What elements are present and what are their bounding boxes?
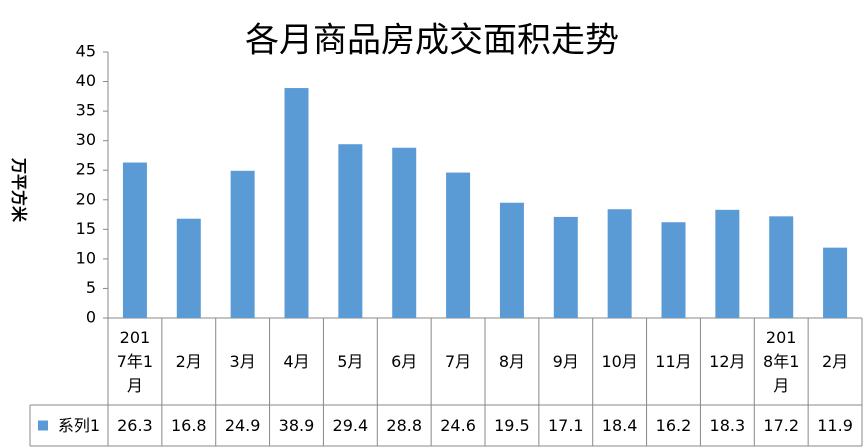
table-value: 24.6: [431, 405, 485, 446]
y-tick-label: 25: [76, 160, 96, 179]
y-tick-label: 5: [86, 278, 96, 297]
y-tick-label: 10: [76, 248, 96, 267]
x-tick-label-text: 12月: [709, 351, 746, 371]
x-tick-label: 9月: [539, 318, 593, 405]
x-tick-label-text: 2017年1月: [116, 327, 154, 395]
bar: [607, 209, 632, 318]
y-tick-label: 30: [76, 130, 96, 149]
x-tick-label-text: 2018年1月: [763, 327, 800, 395]
bar: [715, 209, 740, 318]
x-tick-label: 2月: [162, 318, 216, 405]
x-tick-label: 8月: [485, 318, 539, 405]
x-tick-label-text: 3月: [229, 351, 256, 371]
table-value-text: 28.8: [386, 415, 423, 435]
bar: [392, 147, 417, 318]
x-tick-label-text: 7月: [444, 351, 472, 371]
table-value-text: 26.3: [117, 415, 153, 435]
table-value: 18.3: [700, 405, 754, 446]
bar: [284, 88, 309, 319]
table-value: 26.3: [108, 405, 162, 446]
table-value-text: 29.4: [332, 415, 369, 435]
x-tick-label-text: 8月: [498, 351, 526, 371]
x-tick-label: 4月: [270, 318, 324, 405]
x-tick-label-text: 2月: [821, 351, 849, 371]
y-tick-label: 20: [76, 189, 96, 208]
legend-label: 系列1: [50, 405, 108, 446]
bar: [338, 144, 363, 318]
chart-title: 各月商品房成交面积走势: [245, 21, 619, 61]
bar: [499, 202, 524, 318]
table-value: 29.4: [323, 405, 377, 446]
x-tick-label: 11月: [647, 318, 701, 405]
table-value-text: 24.9: [224, 415, 261, 435]
x-tick-label-text: 9月: [552, 351, 579, 371]
y-axis-label: 万平方米: [10, 157, 29, 223]
x-tick-label: 7月: [431, 318, 485, 405]
table-value: 28.8: [377, 405, 431, 446]
bar: [823, 247, 848, 318]
x-tick-label-text: 10月: [601, 351, 638, 371]
bar: [446, 172, 471, 318]
table-value-text: 18.4: [601, 415, 638, 435]
table-value-text: 24.6: [440, 415, 476, 435]
legend-label-text: 系列1: [57, 415, 101, 435]
table-value: 16.2: [647, 405, 701, 446]
y-tick-label: 45: [76, 42, 96, 61]
x-tick-label: 5月: [323, 318, 377, 405]
x-tick-label-text: 6月: [391, 351, 418, 371]
x-tick-label: 2月: [808, 318, 862, 405]
x-tick-label-text: 5月: [337, 351, 364, 371]
legend-key: [38, 420, 48, 431]
bar: [661, 222, 686, 318]
table-value-text: 17.1: [547, 415, 584, 435]
table-value: 38.9: [270, 405, 324, 446]
table-value-text: 19.5: [494, 415, 530, 435]
table-value: 24.9: [216, 405, 270, 446]
table-value-text: 18.3: [709, 415, 746, 435]
table-value: 16.8: [162, 405, 216, 446]
bar: [122, 162, 147, 318]
bar: [176, 218, 201, 318]
x-tick-label: 2018年1月: [754, 318, 808, 405]
y-tick-label: 40: [76, 71, 96, 90]
table-value-text: 17.2: [763, 415, 800, 435]
bar: [230, 170, 255, 318]
y-tick-label: 15: [76, 219, 96, 238]
x-tick-label: 10月: [593, 318, 647, 405]
table-value-text: 38.9: [278, 415, 315, 435]
table-value-text: 16.2: [655, 415, 692, 435]
table-value: 19.5: [485, 405, 539, 446]
x-tick-label-text: 4月: [283, 351, 310, 371]
table-value-text: 16.8: [170, 415, 207, 435]
table-value: 11.9: [808, 405, 862, 446]
bar: [553, 216, 578, 318]
bar: [769, 216, 794, 318]
y-tick-label: 35: [76, 101, 96, 120]
x-tick-label: 12月: [700, 318, 754, 405]
table-value-text: 11.9: [817, 415, 853, 435]
x-tick-label: 3月: [216, 318, 270, 405]
table-value: 17.2: [754, 405, 808, 446]
table-value: 17.1: [539, 405, 593, 446]
y-tick-label: 0: [86, 308, 96, 327]
x-tick-label: 6月: [377, 318, 431, 405]
x-tick-label-text: 2月: [175, 351, 202, 371]
x-tick-label: 2017年1月: [108, 318, 162, 405]
table-value: 18.4: [593, 405, 647, 446]
x-tick-label-text: 11月: [655, 351, 692, 371]
